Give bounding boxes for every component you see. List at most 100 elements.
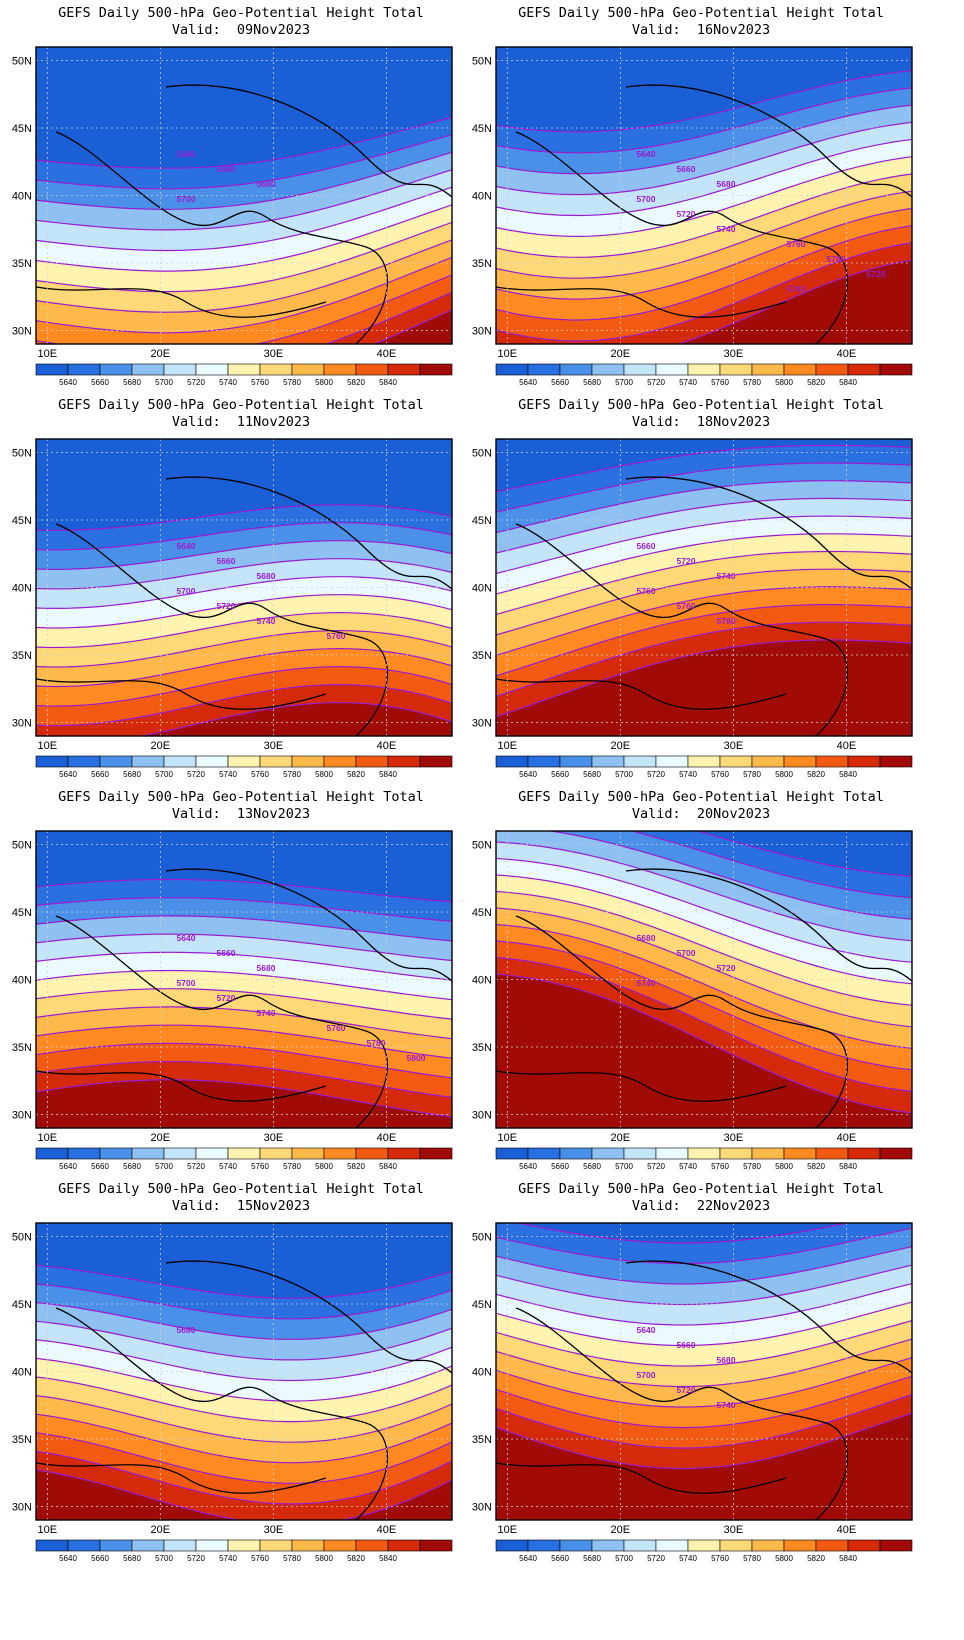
- lon-tick-label: 40E: [837, 740, 857, 752]
- lon-tick-label: 10E: [498, 348, 518, 360]
- lat-tick-label: 40N: [472, 975, 492, 987]
- colorbar-label: 5800: [775, 1554, 793, 1563]
- contour-label: 5740: [257, 616, 276, 626]
- contour-line: [496, 462, 912, 513]
- contour-label: 5640: [177, 149, 196, 159]
- contour-line: [496, 568, 912, 636]
- contour-line: [324, 291, 452, 344]
- colorbar-label: 5660: [551, 770, 569, 779]
- coastline: [55, 1307, 388, 1520]
- coastline: [165, 476, 452, 590]
- colorbar-label: 5680: [583, 378, 601, 387]
- colorbar-label: 5720: [187, 1162, 205, 1171]
- panel-valid-date: Valid: 20Nov2023: [631, 806, 771, 822]
- colorbar-label: 5720: [647, 378, 665, 387]
- contour-line: [496, 87, 912, 154]
- lat-tick-label: 35N: [472, 650, 492, 662]
- contour-label: 5740: [717, 571, 736, 581]
- colorbar-label: 5700: [615, 378, 633, 387]
- colorbar-label: 5680: [583, 1554, 601, 1563]
- contour-line: [496, 1375, 912, 1429]
- colorbar-label: 5640: [519, 1554, 537, 1563]
- contour-line: [496, 207, 912, 300]
- lon-tick-label: 30E: [264, 1132, 284, 1144]
- contour-line: [36, 151, 452, 211]
- contour-line: [138, 701, 452, 736]
- lon-tick-label: 20E: [611, 348, 631, 360]
- contour-line: [36, 169, 452, 231]
- lon-tick-label: 40E: [377, 1524, 397, 1536]
- contour-line: [36, 1357, 452, 1402]
- contour-line: [496, 1264, 912, 1306]
- lat-tick-label: 45N: [472, 1299, 492, 1311]
- contour-label: 5640: [637, 1325, 656, 1335]
- contour-line: [36, 134, 452, 190]
- lon-tick-label: 20E: [611, 1132, 631, 1144]
- lon-tick-label: 40E: [837, 348, 857, 360]
- height-field-map: 5640 5660 5680 5700 50N 45N 40N 35N 30N 10E 20E 30E…: [12, 46, 453, 387]
- contour-label: 5720: [867, 269, 886, 279]
- contour-line: [496, 1301, 912, 1347]
- colorbar-label: 5820: [347, 1554, 365, 1563]
- contour-line: [36, 969, 452, 1001]
- panel-title: GEFS Daily 500-hPa Geo-Potential Height …: [58, 397, 424, 413]
- colorbar-label: 5680: [123, 770, 141, 779]
- lon-tick-label: 10E: [498, 1524, 518, 1536]
- colorbar-label: 5680: [123, 378, 141, 387]
- lon-tick-label: 20E: [151, 740, 171, 752]
- lat-tick-label: 40N: [12, 191, 32, 203]
- contour-line: [36, 1264, 452, 1299]
- lon-tick-label: 30E: [264, 740, 284, 752]
- contour-line: [36, 1061, 452, 1098]
- colorbar-label: 5820: [807, 378, 825, 387]
- colorbar-label: 5800: [315, 770, 333, 779]
- panel-valid-date: Valid: 13Nov2023: [171, 806, 311, 822]
- contour-line: [36, 186, 452, 252]
- colorbar-label: 5760: [251, 1554, 269, 1563]
- colorbar-label: 5680: [583, 1162, 601, 1171]
- contour-line: [496, 890, 912, 1006]
- contour-line: [36, 683, 452, 727]
- contour-line: [546, 831, 912, 920]
- contour-line: [373, 309, 452, 344]
- contour-label: 5720: [217, 601, 236, 611]
- contour-label: 5720: [717, 963, 736, 973]
- contour-label: 5680: [177, 1325, 196, 1335]
- contour-line: [496, 138, 912, 217]
- lon-tick-label: 10E: [38, 348, 58, 360]
- colorbar: 5640 5660 5680 5700 5720 5740 5760 5780 5800 5820…: [495, 1147, 913, 1171]
- contour-line: [695, 831, 912, 877]
- contour-line: [496, 1320, 912, 1367]
- contour-line: [36, 665, 452, 707]
- lon-tick-label: 20E: [611, 740, 631, 752]
- contour-line: [496, 1246, 912, 1285]
- contour-line: [496, 225, 912, 321]
- colorbar-label: 5740: [219, 378, 237, 387]
- contour-line: [496, 1283, 912, 1326]
- contour-line: [496, 923, 912, 1049]
- contour-line: [36, 239, 452, 313]
- colorbar-label: 5700: [155, 770, 173, 779]
- contour-line: [496, 533, 912, 595]
- contour-line: [36, 1395, 452, 1443]
- colorbar-label: 5800: [775, 770, 793, 779]
- contour-line: [496, 621, 912, 697]
- coastline: [496, 1070, 787, 1102]
- contour-label: 5680: [257, 179, 276, 189]
- colorbar-label: 5820: [347, 770, 365, 779]
- contour-line: [36, 897, 452, 922]
- contour-line: [36, 647, 452, 688]
- contour-line: [496, 121, 912, 196]
- lat-tick-label: 40N: [472, 1367, 492, 1379]
- colorbar-label: 5700: [615, 1162, 633, 1171]
- colorbar-label: 5800: [315, 378, 333, 387]
- colorbar-label: 5640: [519, 1162, 537, 1171]
- contour-label: 5760: [677, 601, 696, 611]
- panel-valid-date: Valid: 22Nov2023: [631, 1198, 771, 1214]
- map-panel: GEFS Daily 500-hPa Geo-Potential Height …: [460, 0, 942, 410]
- lat-tick-label: 30N: [472, 1502, 492, 1514]
- lat-tick-label: 45N: [472, 515, 492, 527]
- map-panel: GEFS Daily 500-hPa Geo-Potential Height …: [0, 0, 482, 410]
- colorbar-label: 5640: [59, 378, 77, 387]
- colorbar-label: 5640: [59, 1162, 77, 1171]
